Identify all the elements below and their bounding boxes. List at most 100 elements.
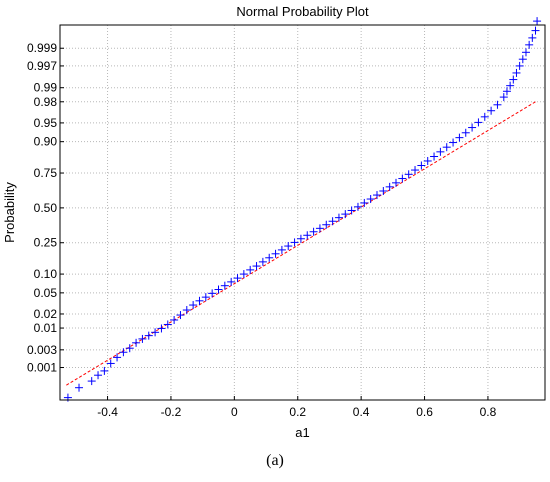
y-tick-label: 0.05 — [34, 286, 58, 300]
data-point — [277, 245, 286, 254]
data-point — [125, 344, 134, 353]
data-point — [449, 138, 458, 147]
data-point — [461, 128, 470, 137]
y-tick-label: 0.95 — [34, 116, 58, 130]
data-point — [436, 147, 445, 156]
x-tick-label: -0.2 — [161, 405, 182, 419]
data-point — [87, 377, 96, 386]
data-point — [404, 170, 413, 179]
y-tick-label: 0.50 — [34, 201, 58, 215]
data-points — [63, 17, 542, 402]
data-point — [220, 281, 229, 290]
data-point — [309, 227, 318, 236]
y-tick-label: 0.25 — [34, 236, 58, 250]
grid-lines — [60, 25, 545, 400]
data-point — [442, 143, 451, 152]
y-ticks: 0.001 0.003 0.010.02 0.05 0.10 0.25 0.50 0.75 0.… — [27, 41, 64, 375]
plot-frame — [59, 24, 546, 401]
data-point — [528, 33, 537, 42]
x-tick-label: 0 — [231, 405, 238, 419]
y-axis-label: Probability — [2, 182, 17, 243]
data-point — [533, 17, 542, 26]
data-point — [296, 234, 305, 243]
y-tick-label: 0.99 — [34, 81, 58, 95]
data-point — [151, 328, 160, 337]
data-point — [233, 274, 242, 283]
data-point — [100, 366, 109, 375]
x-ticks: -0.4 -0.2 0 0.2 0.4 0.6 0.8 — [97, 396, 497, 419]
data-point — [290, 238, 299, 247]
data-point — [474, 118, 483, 127]
data-point — [480, 112, 489, 121]
data-point — [521, 48, 530, 57]
data-point — [499, 93, 508, 102]
data-point — [144, 331, 153, 340]
data-point — [138, 334, 147, 343]
figure-caption: (a) — [266, 452, 284, 469]
data-point — [341, 210, 350, 219]
data-point — [132, 338, 141, 347]
data-point — [208, 289, 217, 298]
reference-line — [66, 101, 536, 386]
y-tick-label: 0.98 — [34, 95, 58, 109]
y-tick-label: 0.01 — [34, 321, 58, 335]
data-point — [531, 26, 540, 35]
data-point — [518, 55, 527, 64]
data-point — [372, 191, 381, 200]
data-point — [75, 383, 84, 392]
data-point — [119, 348, 128, 357]
data-point — [328, 217, 337, 226]
data-point — [379, 187, 388, 196]
x-tick-label: 0.4 — [353, 405, 370, 419]
y-tick-label: 0.003 — [27, 343, 57, 357]
data-point — [347, 206, 356, 215]
data-point — [487, 106, 496, 115]
y-tick-label: 0.001 — [27, 361, 57, 375]
data-point — [509, 75, 518, 84]
data-point — [258, 257, 267, 266]
data-point — [227, 277, 236, 286]
data-point — [284, 242, 293, 251]
data-point — [303, 231, 312, 240]
data-point — [417, 161, 426, 170]
data-point — [455, 133, 464, 142]
data-point — [493, 100, 502, 109]
x-tick-label: 0.2 — [289, 405, 306, 419]
data-point — [506, 81, 515, 90]
y-tick-label: 0.02 — [34, 307, 58, 321]
data-point — [353, 202, 362, 211]
data-point — [176, 311, 185, 320]
data-point — [502, 87, 511, 96]
x-axis-label: a1 — [295, 425, 309, 440]
data-point — [512, 68, 521, 77]
y-tick-label: 0.75 — [34, 166, 58, 180]
data-point — [385, 182, 394, 191]
data-point — [94, 371, 103, 380]
data-point — [113, 353, 122, 362]
data-point — [525, 40, 534, 49]
y-tick-label: 0.999 — [27, 41, 57, 55]
y-tick-label: 0.90 — [34, 135, 58, 149]
data-point — [515, 61, 524, 70]
data-point — [315, 224, 324, 233]
data-point — [334, 213, 343, 222]
data-point — [170, 315, 179, 324]
data-point — [163, 320, 172, 329]
data-point — [157, 324, 166, 333]
data-point — [366, 195, 375, 204]
normal-probability-chart: -0.4 -0.2 0 0.2 0.4 0.6 0.8 0.001 0.003 0.010.02… — [2, 4, 546, 440]
data-point — [430, 152, 439, 161]
data-point — [271, 249, 280, 258]
data-point — [265, 253, 274, 262]
data-point — [246, 265, 255, 274]
data-point — [411, 166, 420, 175]
data-point — [239, 270, 248, 279]
data-point — [106, 359, 115, 368]
x-tick-label: -0.4 — [97, 405, 118, 419]
data-point — [189, 301, 198, 310]
data-point — [468, 123, 477, 132]
data-point — [398, 174, 407, 183]
data-point — [182, 306, 191, 315]
data-point — [360, 198, 369, 207]
x-tick-label: 0.6 — [416, 405, 433, 419]
